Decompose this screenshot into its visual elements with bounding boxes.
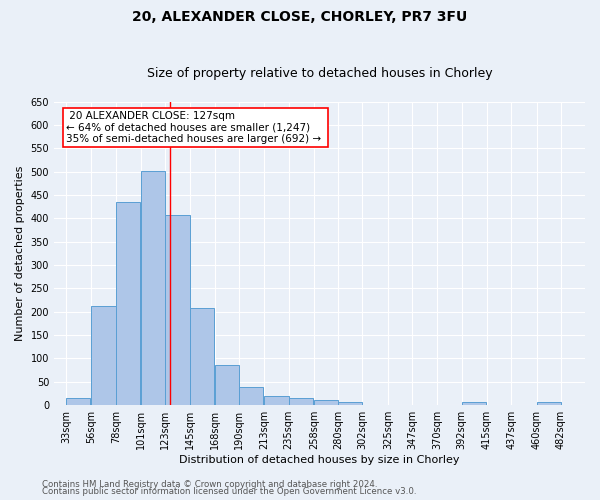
Bar [166,214,190,405]
Bar [116,202,140,405]
Bar [338,402,362,405]
Bar [289,398,313,405]
Bar [536,402,561,405]
Bar [215,365,239,405]
Y-axis label: Number of detached properties: Number of detached properties [15,166,25,341]
Bar [314,400,338,405]
Bar [239,386,263,405]
Text: 20 ALEXANDER CLOSE: 127sqm
← 64% of detached houses are smaller (1,247)
35% of s: 20 ALEXANDER CLOSE: 127sqm ← 64% of deta… [66,111,325,144]
Title: Size of property relative to detached houses in Chorley: Size of property relative to detached ho… [147,66,493,80]
Text: Contains public sector information licensed under the Open Government Licence v3: Contains public sector information licen… [42,487,416,496]
Bar [190,308,214,405]
Bar [91,306,116,405]
X-axis label: Distribution of detached houses by size in Chorley: Distribution of detached houses by size … [179,455,460,465]
Bar [66,398,91,405]
Text: 20, ALEXANDER CLOSE, CHORLEY, PR7 3FU: 20, ALEXANDER CLOSE, CHORLEY, PR7 3FU [133,10,467,24]
Bar [265,396,289,405]
Bar [141,170,166,405]
Text: Contains HM Land Registry data © Crown copyright and database right 2024.: Contains HM Land Registry data © Crown c… [42,480,377,489]
Bar [461,402,486,405]
